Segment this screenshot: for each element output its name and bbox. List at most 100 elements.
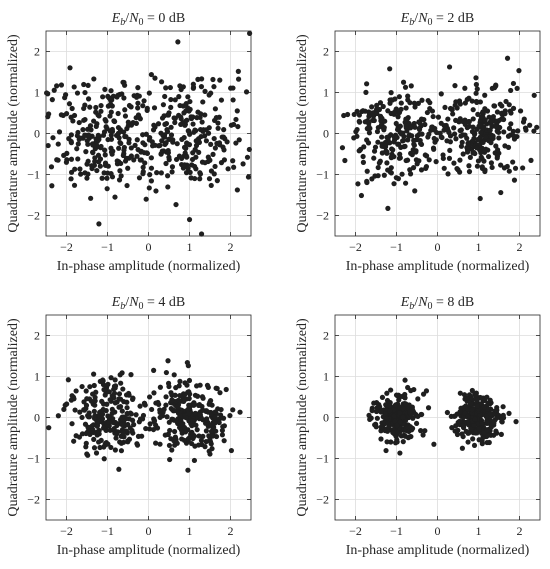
scatter-point: [484, 121, 490, 127]
x-tick-label: 0: [435, 240, 441, 254]
scatter-point: [142, 160, 148, 166]
scatter-point: [375, 164, 381, 171]
scatter-point: [473, 90, 479, 96]
scatter-point: [112, 400, 118, 406]
scatter-point: [411, 141, 417, 147]
scatter-point: [510, 128, 516, 135]
scatter-point: [158, 170, 164, 176]
scatter-point: [139, 416, 146, 422]
scatter-point: [183, 108, 189, 114]
scatter-point: [523, 127, 529, 133]
scatter-point: [244, 154, 251, 160]
scatter-point: [405, 137, 411, 143]
scatter-point: [116, 145, 122, 151]
scatter-point: [157, 407, 163, 413]
scatter-point: [460, 151, 466, 157]
scatter-point: [409, 133, 415, 139]
scatter-point: [212, 414, 218, 420]
scatter-point: [430, 113, 436, 120]
scatter-point: [400, 130, 406, 136]
scatter-point: [484, 394, 490, 400]
scatter-point: [381, 172, 387, 178]
scatter-point: [82, 89, 88, 96]
scatter-point: [91, 118, 97, 124]
scatter-point: [392, 402, 398, 409]
scatter-point: [379, 143, 385, 149]
scatter-point: [446, 64, 453, 70]
y-tick-label: −2: [27, 493, 40, 507]
scatter-point: [169, 169, 175, 175]
scatter-point: [247, 30, 253, 36]
scatter-point: [202, 112, 208, 118]
scatter-point: [122, 107, 128, 113]
scatter-point: [120, 439, 127, 445]
scatter-point: [465, 414, 471, 420]
scatter-point: [413, 149, 419, 155]
scatter-point: [460, 118, 466, 124]
scatter-point: [457, 157, 463, 163]
scatter-point: [446, 155, 453, 161]
x-tick-label: 2: [228, 524, 234, 538]
y-tick-label: −2: [316, 209, 329, 223]
scatter-point: [104, 186, 110, 192]
scatter-point: [224, 139, 230, 145]
scatter-point: [124, 182, 130, 189]
scatter-point: [144, 105, 150, 111]
scatter-point: [171, 372, 177, 378]
panel-title: Eb/N0 = 2 dB: [400, 11, 475, 28]
x-tick-label: −1: [101, 524, 114, 538]
y-tick-label: 1: [34, 86, 40, 100]
scatter-point: [109, 406, 115, 412]
scatter-point: [108, 149, 115, 155]
scatter-point: [83, 388, 89, 394]
scatter-point: [469, 406, 476, 413]
scatter-point: [55, 157, 61, 163]
scatter-point: [208, 182, 214, 189]
scatter-point: [465, 140, 471, 146]
scatter-point: [106, 419, 112, 425]
scatter-point: [473, 145, 480, 151]
scatter-point: [68, 140, 74, 146]
scatter-point: [411, 137, 417, 144]
scatter-point: [360, 159, 367, 165]
scatter-point: [174, 141, 180, 147]
scatter-point: [225, 166, 231, 172]
y-tick-label: 2: [34, 45, 40, 59]
scatter-point: [93, 450, 100, 456]
scatter-point: [82, 132, 88, 138]
scatter-point: [405, 93, 411, 99]
scatter-point: [189, 429, 195, 435]
scatter-point: [484, 439, 490, 446]
scatter-point: [424, 109, 430, 116]
scatter-point: [107, 128, 113, 134]
scatter-point: [112, 118, 118, 125]
scatter-point: [397, 410, 403, 416]
scatter-point: [165, 150, 171, 156]
scatter-point: [400, 405, 406, 412]
scatter-point: [531, 128, 537, 134]
x-tick-label: 2: [228, 240, 234, 254]
scatter-point: [459, 445, 465, 451]
scatter-point: [48, 164, 55, 170]
scatter-point: [211, 84, 217, 90]
y-tick-label: −1: [316, 168, 329, 182]
scatter-point: [353, 129, 359, 135]
scatter-point: [216, 114, 222, 120]
scatter-point: [90, 149, 96, 155]
scatter-point: [200, 433, 206, 439]
scatter-point: [135, 85, 141, 91]
scatter-point: [118, 173, 124, 179]
scatter-point: [61, 406, 67, 412]
scatter-point: [190, 121, 196, 127]
scatter-point: [120, 429, 126, 436]
scatter-point: [213, 428, 219, 434]
scatter-point: [196, 149, 202, 155]
scatter-point: [511, 133, 517, 139]
scatter-point: [74, 90, 81, 96]
scatter-point: [144, 150, 150, 156]
scatter-point: [210, 433, 216, 439]
scatter-point: [118, 380, 124, 386]
x-tick-label: −2: [349, 240, 362, 254]
scatter-point: [105, 163, 111, 169]
